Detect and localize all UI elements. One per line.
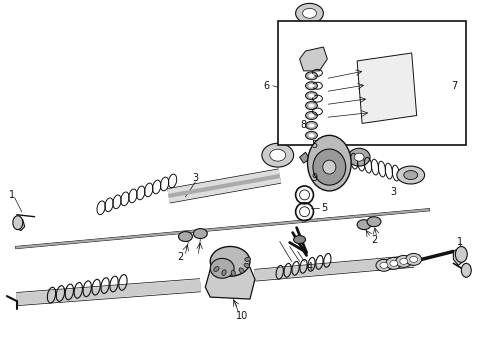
Ellipse shape — [309, 113, 315, 117]
Polygon shape — [299, 152, 310, 163]
Ellipse shape — [309, 74, 315, 78]
Ellipse shape — [406, 253, 421, 265]
Ellipse shape — [306, 82, 318, 90]
Ellipse shape — [306, 121, 318, 129]
Text: 7: 7 — [451, 81, 458, 91]
Ellipse shape — [357, 220, 371, 230]
Ellipse shape — [455, 247, 467, 262]
Ellipse shape — [311, 151, 328, 163]
Ellipse shape — [333, 152, 345, 162]
Ellipse shape — [348, 148, 370, 166]
Ellipse shape — [306, 131, 318, 139]
Ellipse shape — [178, 231, 193, 242]
Polygon shape — [299, 47, 327, 71]
Ellipse shape — [306, 112, 318, 120]
Text: 2: 2 — [371, 234, 377, 244]
Text: 1: 1 — [457, 237, 464, 247]
Ellipse shape — [309, 94, 315, 98]
Ellipse shape — [295, 3, 323, 23]
Ellipse shape — [328, 148, 350, 166]
Ellipse shape — [308, 135, 351, 191]
Ellipse shape — [262, 143, 294, 167]
Ellipse shape — [244, 263, 250, 267]
Ellipse shape — [13, 216, 23, 230]
Ellipse shape — [313, 149, 346, 185]
Polygon shape — [15, 218, 24, 231]
Text: 9: 9 — [312, 173, 318, 183]
Text: 3: 3 — [391, 187, 397, 197]
Text: 2: 2 — [177, 252, 184, 262]
Ellipse shape — [309, 123, 315, 127]
Polygon shape — [453, 247, 465, 265]
Ellipse shape — [306, 102, 318, 109]
Text: 8: 8 — [300, 121, 307, 130]
Polygon shape — [357, 53, 416, 123]
Ellipse shape — [309, 104, 315, 108]
Ellipse shape — [306, 92, 318, 100]
Ellipse shape — [354, 153, 364, 161]
Text: 10: 10 — [236, 311, 248, 321]
Ellipse shape — [231, 270, 235, 276]
Ellipse shape — [404, 171, 417, 180]
Ellipse shape — [270, 149, 286, 161]
Bar — [278, 21, 466, 145]
Ellipse shape — [367, 217, 381, 227]
Ellipse shape — [376, 260, 392, 271]
Ellipse shape — [380, 262, 388, 268]
Ellipse shape — [294, 235, 306, 243]
Text: 3: 3 — [192, 173, 198, 183]
Ellipse shape — [210, 258, 234, 278]
Ellipse shape — [390, 260, 398, 266]
Ellipse shape — [245, 257, 251, 261]
Ellipse shape — [400, 258, 408, 264]
Ellipse shape — [309, 133, 315, 137]
Ellipse shape — [316, 154, 323, 160]
Ellipse shape — [194, 229, 207, 239]
Ellipse shape — [461, 264, 471, 277]
Ellipse shape — [410, 256, 417, 262]
Ellipse shape — [397, 166, 425, 184]
Text: 5: 5 — [321, 203, 327, 213]
Polygon shape — [205, 267, 255, 299]
Ellipse shape — [323, 160, 336, 174]
Ellipse shape — [214, 266, 219, 271]
Ellipse shape — [222, 270, 226, 275]
Ellipse shape — [386, 257, 402, 269]
Ellipse shape — [309, 84, 315, 88]
Text: 4: 4 — [306, 262, 313, 272]
Ellipse shape — [306, 72, 318, 80]
Ellipse shape — [239, 268, 244, 273]
Ellipse shape — [396, 255, 412, 267]
Text: 6: 6 — [264, 81, 270, 91]
Text: 1: 1 — [9, 190, 15, 200]
Ellipse shape — [302, 8, 317, 18]
Ellipse shape — [210, 247, 250, 276]
Text: 5: 5 — [311, 140, 318, 150]
